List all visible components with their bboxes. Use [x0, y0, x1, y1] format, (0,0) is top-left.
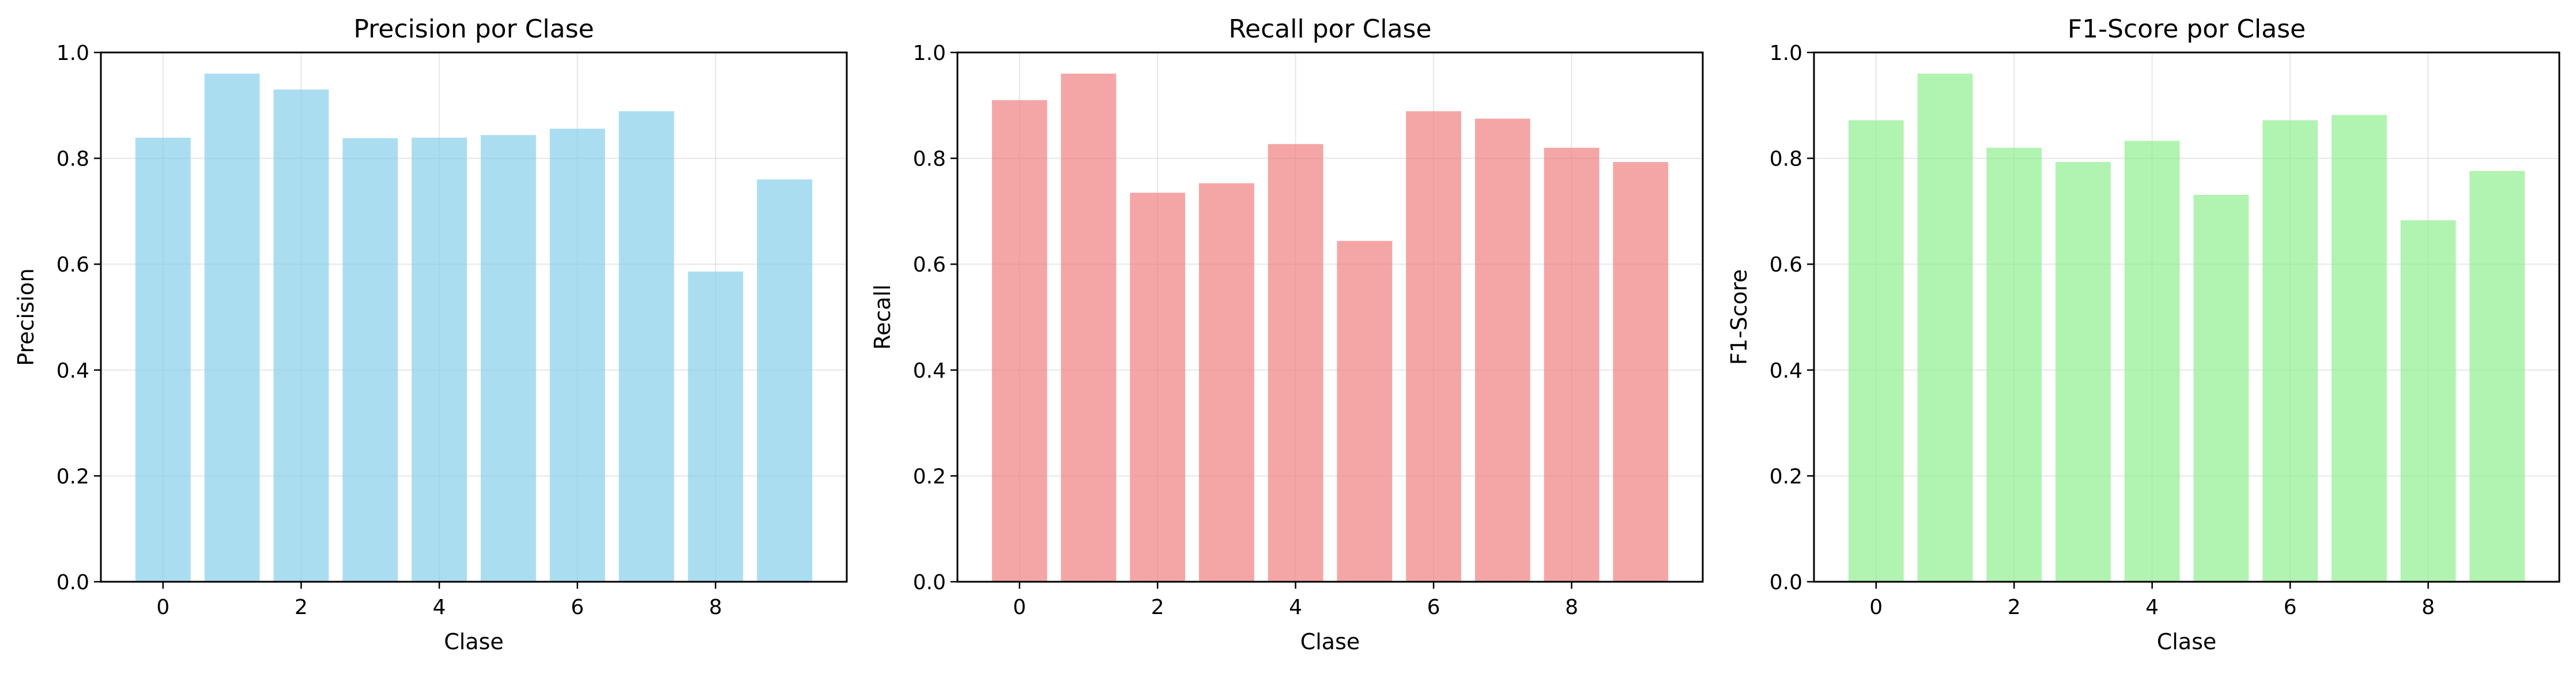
- bar-class-6: [2262, 120, 2318, 582]
- y-tick-label: 0.6: [913, 253, 946, 277]
- bar-class-7: [2331, 115, 2387, 582]
- y-tick-label: 0.6: [1770, 253, 1802, 277]
- chart-title: Recall por Clase: [1228, 14, 1431, 44]
- bar-class-8: [1544, 148, 1600, 582]
- x-tick-label: 2: [1151, 596, 1164, 619]
- bar-class-2: [1130, 193, 1186, 582]
- x-tick-label: 6: [571, 596, 584, 619]
- bar-class-8: [688, 272, 744, 582]
- y-tick-label: 0.8: [913, 148, 946, 171]
- bar-class-1: [1917, 73, 1973, 582]
- bar-class-3: [342, 138, 398, 582]
- bar-class-3: [2055, 162, 2111, 582]
- x-tick-label: 0: [1013, 596, 1026, 619]
- y-tick-label: 0.6: [56, 253, 89, 277]
- y-tick-label: 0.4: [56, 359, 89, 383]
- bar-class-0: [991, 100, 1047, 582]
- y-tick-label: 0.2: [56, 465, 89, 488]
- bar-class-1: [204, 73, 260, 582]
- bar-class-6: [549, 129, 605, 582]
- x-tick-label: 0: [1869, 596, 1883, 619]
- x-tick-label: 2: [295, 596, 308, 619]
- bar-class-9: [1613, 162, 1669, 582]
- plot-frame: [1813, 51, 2560, 583]
- bar-class-8: [2400, 220, 2456, 582]
- y-tick-label: 0.4: [913, 359, 946, 383]
- x-tick-label: 4: [433, 596, 446, 619]
- chart-panel-2: 0.0 0.2 0.4 0.6 0.8 1.0 0 2 4 6 8 Recall por Clase C…: [870, 14, 1704, 654]
- y-tick-label: 0.0: [1770, 571, 1802, 594]
- y-tick-label: 1.0: [1770, 42, 1802, 65]
- bar-class-4: [1268, 144, 1323, 582]
- x-tick-label: 8: [2422, 596, 2435, 619]
- x-tick-label: 8: [1565, 596, 1578, 619]
- chart-title: F1-Score por Clase: [2068, 14, 2306, 44]
- y-tick-label: 0.2: [1770, 465, 1802, 488]
- x-tick-label: 6: [2284, 596, 2297, 619]
- x-tick-label: 2: [2008, 596, 2021, 619]
- bar-class-3: [1199, 183, 1254, 582]
- y-tick-label: 1.0: [56, 42, 89, 65]
- y-tick-label: 1.0: [913, 42, 946, 65]
- bar-class-4: [412, 137, 467, 582]
- y-tick-label: 0.8: [56, 148, 89, 171]
- x-tick-label: 8: [709, 596, 722, 619]
- bar-class-7: [618, 111, 674, 582]
- bar-class-2: [1986, 148, 2042, 582]
- plot-frame: [100, 51, 848, 583]
- bar-class-1: [1061, 73, 1117, 582]
- x-tick-label: 0: [156, 596, 169, 619]
- x-tick-label: 4: [1289, 596, 1302, 619]
- bar-class-5: [1337, 240, 1393, 582]
- y-tick-label: 0.8: [1770, 148, 1802, 171]
- y-axis-label: Recall: [870, 284, 895, 349]
- bar-class-6: [1406, 111, 1461, 582]
- bar-class-2: [273, 89, 329, 582]
- bar-class-0: [135, 137, 191, 582]
- x-axis-label: Clase: [444, 629, 504, 654]
- bar-class-0: [1848, 120, 1904, 582]
- y-tick-label: 0.0: [56, 571, 89, 594]
- y-axis-label: Precision: [13, 268, 39, 366]
- bar-class-5: [480, 135, 536, 582]
- plot-frame: [956, 51, 1704, 583]
- chart-panel-1: 0.0 0.2 0.4 0.6 0.8 1.0 0 2 4 6 8 Precision por Cla…: [13, 14, 848, 654]
- y-axis-label: F1-Score: [1726, 269, 1752, 365]
- chart-panel-3: 0.0 0.2 0.4 0.6 0.8 1.0 0 2 4 6 8 F1-Score por Clas…: [1726, 14, 2560, 654]
- bar-class-9: [2469, 171, 2525, 582]
- y-tick-label: 0.4: [1770, 359, 1802, 383]
- chart-title: Precision por Clase: [353, 14, 594, 44]
- x-tick-label: 4: [2145, 596, 2159, 619]
- bar-class-9: [757, 179, 813, 582]
- bar-class-4: [2124, 141, 2180, 582]
- x-tick-label: 6: [1427, 596, 1440, 619]
- y-tick-label: 0.2: [913, 465, 946, 488]
- x-axis-label: Clase: [2157, 629, 2217, 654]
- bar-class-7: [1474, 118, 1530, 582]
- x-axis-label: Clase: [1300, 629, 1360, 654]
- y-tick-label: 0.0: [913, 571, 946, 594]
- bar-class-5: [2193, 194, 2249, 582]
